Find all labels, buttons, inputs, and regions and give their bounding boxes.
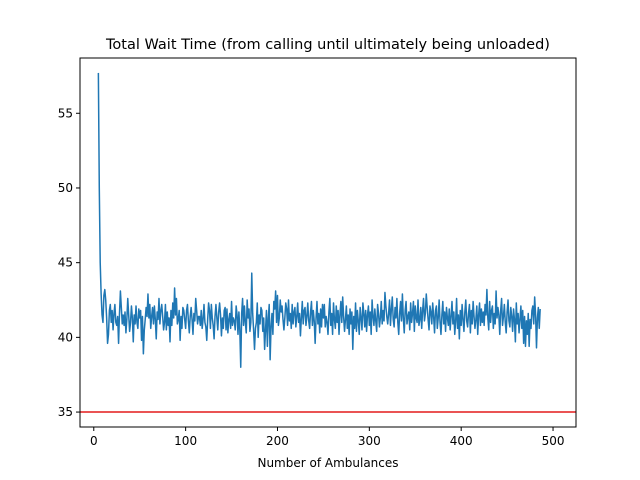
x-tick-label: 500 [542,434,565,448]
y-tick-label: 45 [58,256,73,270]
y-tick-label: 50 [58,181,73,195]
y-tick-label: 40 [58,330,73,344]
series-line [97,72,541,368]
plot-background [80,58,576,427]
x-tick-label: 0 [90,434,98,448]
plot-frame [79,57,577,428]
x-tick-label: 100 [174,434,197,448]
chart-title: Total Wait Time (from calling until ulti… [105,37,550,53]
x-tick-label: 300 [358,434,381,448]
y-tick-label: 55 [58,106,73,120]
x-axis: 0 100 200 300 400 500 [90,427,565,448]
y-axis: 35 40 45 50 55 [58,106,80,419]
y-tick-label: 35 [58,405,73,419]
x-tick-label: 400 [450,434,473,448]
plot-area [79,57,577,428]
x-tick-label: 200 [266,434,289,448]
x-axis-label: Number of Ambulances [257,456,398,470]
